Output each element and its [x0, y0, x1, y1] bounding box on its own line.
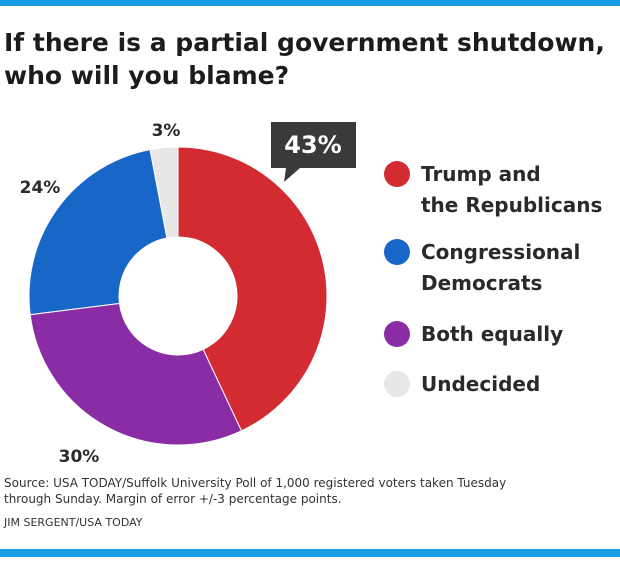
- credit-line: JIM SERGENT/USA TODAY: [4, 516, 143, 529]
- top-accent-bar: [0, 0, 620, 6]
- chart-title: If there is a partial government shutdow…: [4, 26, 616, 92]
- legend-swatch-red: [384, 161, 410, 187]
- data-label-congressional-democrats: 24%: [20, 178, 61, 198]
- data-label-trump-republicans: 43%: [284, 131, 341, 159]
- source-line-2: through Sunday. Margin of error +/-3 per…: [4, 492, 342, 506]
- legend-label: Trump and the Republicans: [421, 162, 603, 217]
- callout-box: [271, 122, 356, 182]
- title-line-2: who will you blame?: [4, 61, 290, 90]
- title-line-1: If there is a partial government shutdow…: [4, 28, 605, 57]
- legend-swatch-gray: [384, 371, 410, 397]
- legend-label: Both equally: [421, 322, 564, 346]
- donut-chart: 43% 24% 30% 3%: [20, 121, 356, 467]
- slice-both-equally: [29, 302, 243, 446]
- slice-undecided: [149, 146, 179, 239]
- data-label-both-equally: 30%: [59, 447, 100, 467]
- source-line-1: Source: USA TODAY/Suffolk University Pol…: [4, 476, 507, 490]
- legend-swatch-blue: [384, 239, 410, 265]
- donut-slices: [28, 146, 328, 446]
- bottom-accent-bar: [0, 549, 620, 557]
- legend-label: Congressional Democrats: [421, 240, 581, 295]
- slice-congressional-democrats: [28, 149, 168, 316]
- highlight-callout: 43%: [271, 122, 356, 182]
- legend-swatch-purple: [384, 321, 410, 347]
- slice-trump-republicans: [177, 146, 328, 432]
- data-label-undecided: 3%: [152, 121, 181, 141]
- legend-label: Undecided: [421, 372, 541, 396]
- source-note: Source: USA TODAY/Suffolk University Pol…: [4, 475, 604, 507]
